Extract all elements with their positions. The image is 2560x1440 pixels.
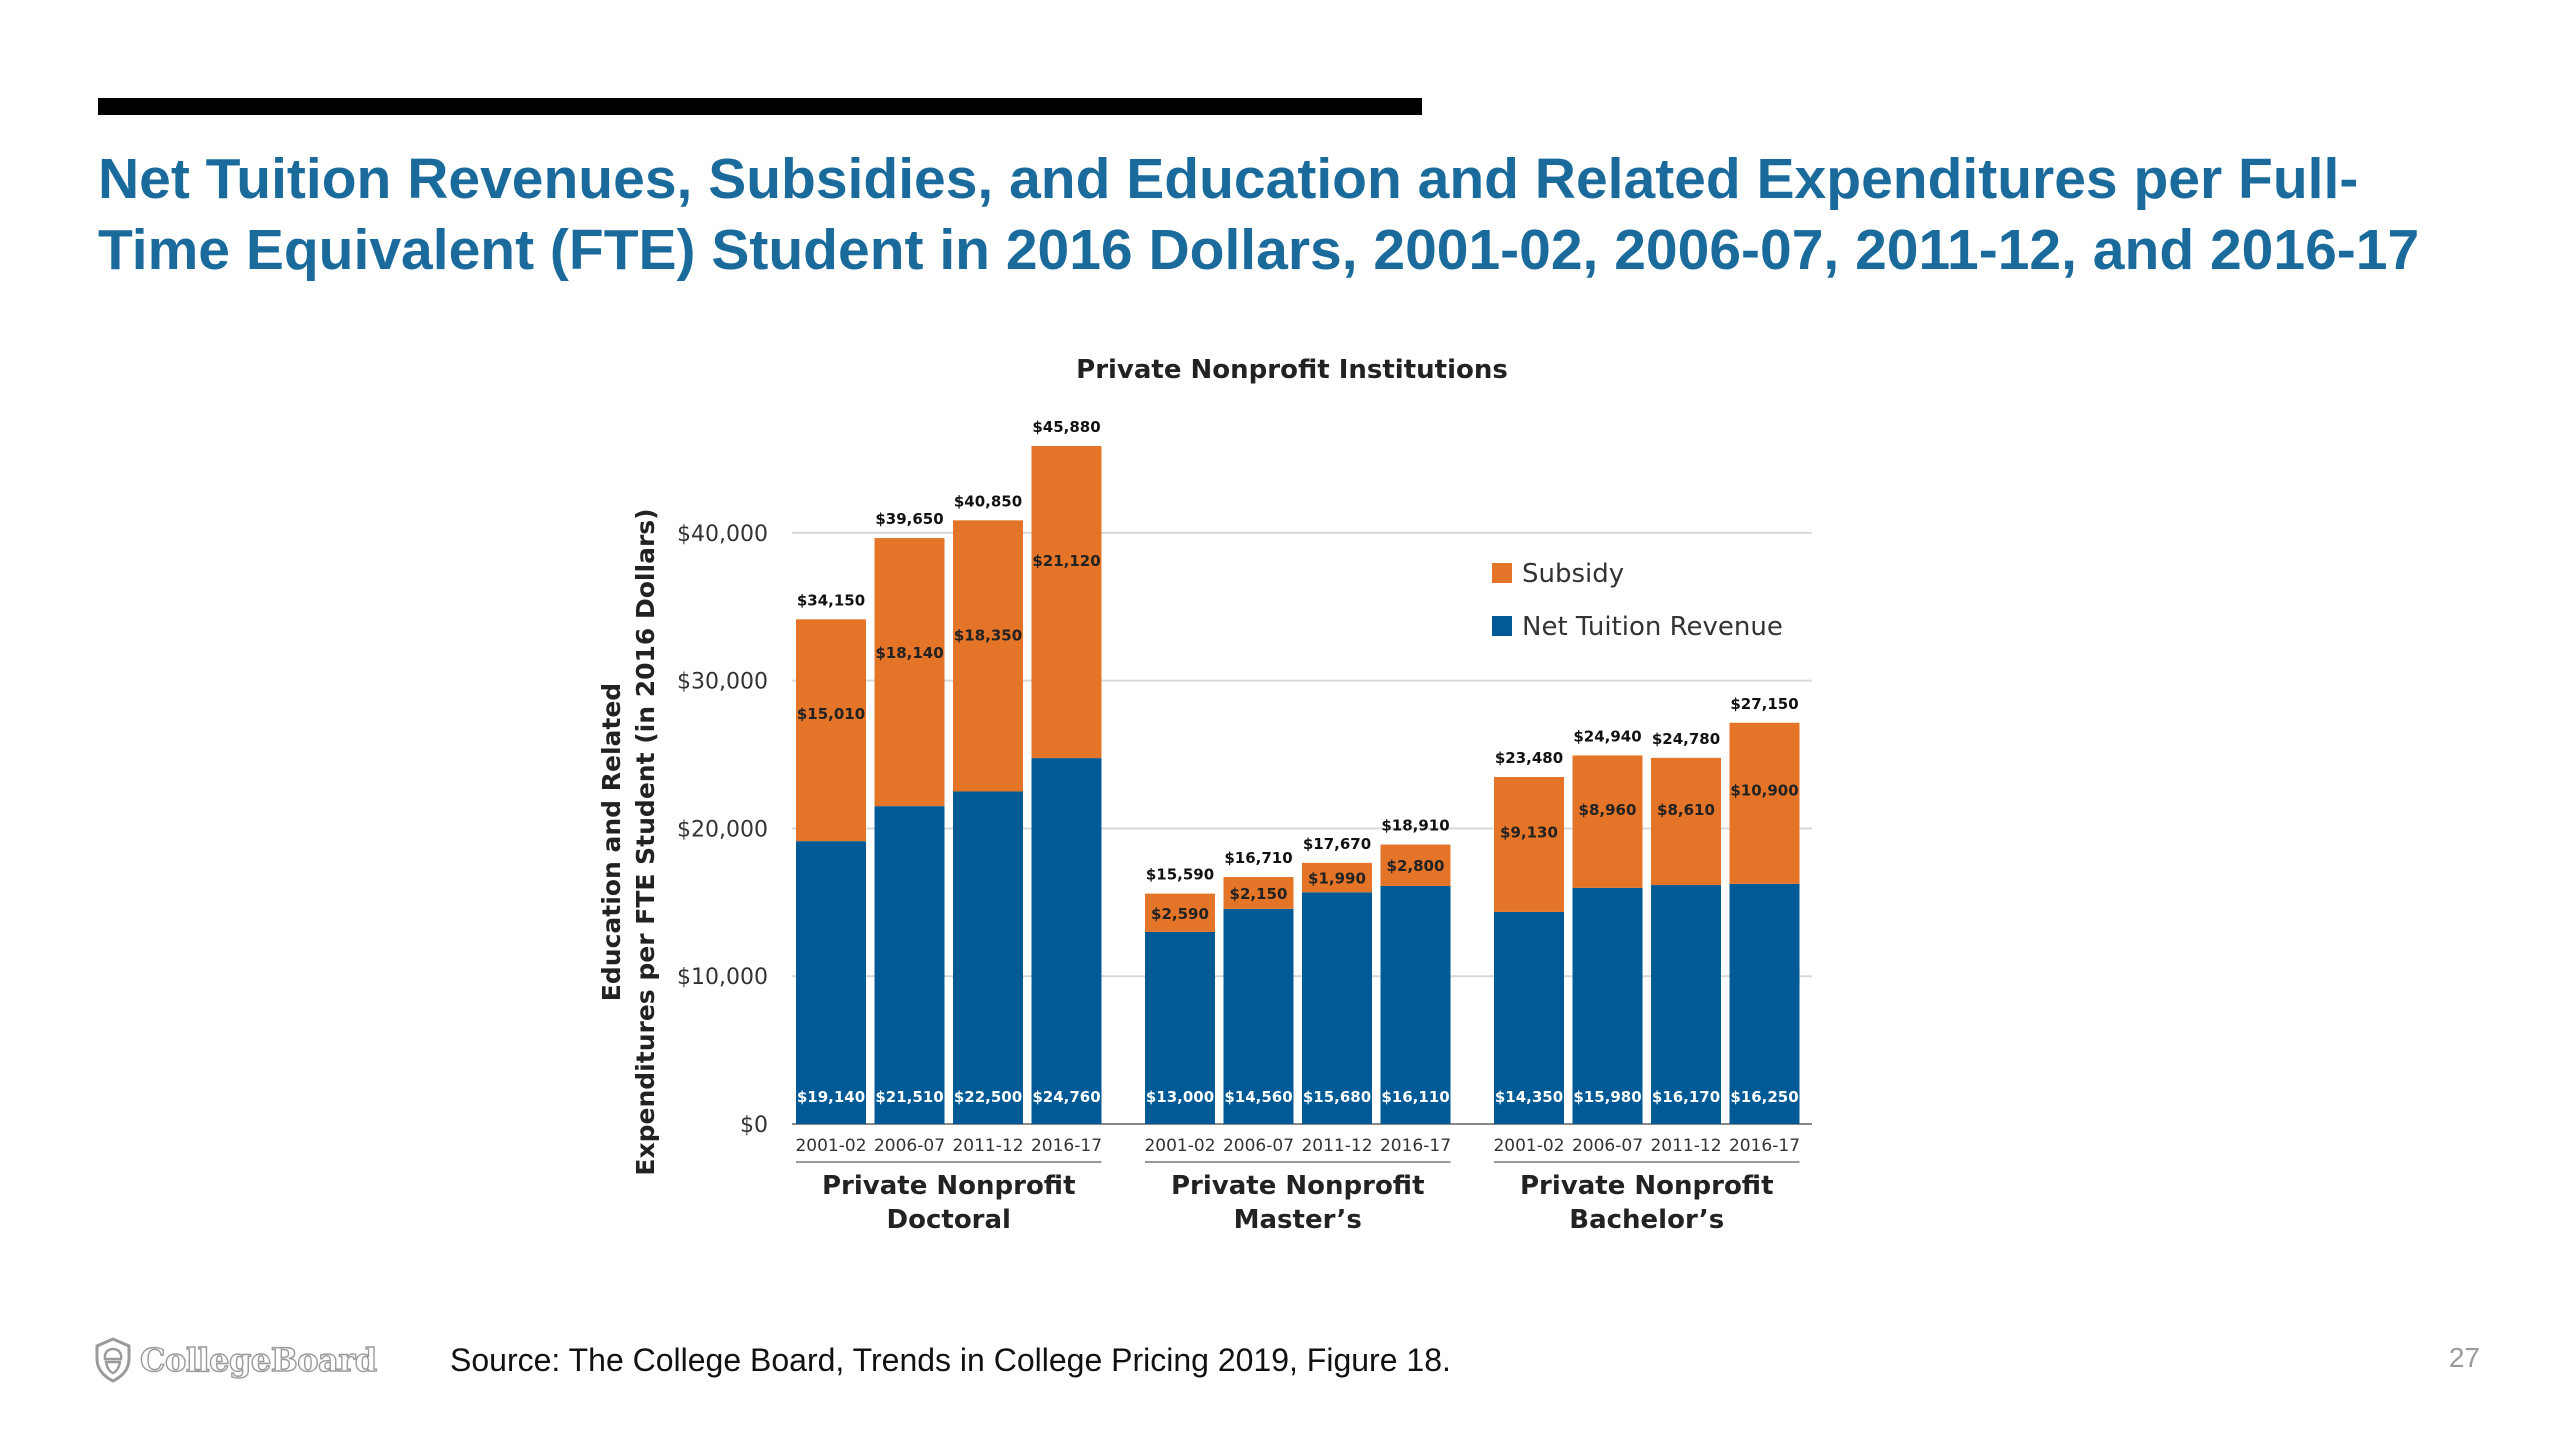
subsidy-label: $18,350 bbox=[954, 626, 1022, 644]
total-label: $15,590 bbox=[1146, 866, 1214, 884]
net-tuition-label: $14,350 bbox=[1495, 1088, 1563, 1106]
collegeboard-logo: CollegeBoard bbox=[94, 1336, 378, 1384]
subsidy-bar bbox=[1031, 446, 1102, 759]
subsidy-label: $8,610 bbox=[1657, 801, 1715, 819]
group-label-line-1: Private Nonprofit bbox=[1171, 1171, 1425, 1201]
net-tuition-bar bbox=[1145, 931, 1215, 1124]
x-tick-label: 2016-17 bbox=[1380, 1136, 1451, 1156]
subsidy-label: $15,010 bbox=[797, 705, 865, 723]
x-tick-label: 2001-02 bbox=[1493, 1136, 1564, 1156]
x-tick-label: 2016-17 bbox=[1031, 1136, 1102, 1156]
net-tuition-bar bbox=[1302, 892, 1372, 1124]
net-tuition-label: $16,250 bbox=[1730, 1088, 1798, 1106]
group-label-line-1: Private Nonprofit bbox=[1520, 1171, 1774, 1201]
subsidy-label: $2,800 bbox=[1387, 857, 1445, 875]
subsidy-label: $1,990 bbox=[1308, 870, 1366, 888]
total-label: $16,710 bbox=[1224, 849, 1292, 867]
x-tick-label: 2011-12 bbox=[1650, 1136, 1721, 1156]
subsidy-bar bbox=[1651, 757, 1721, 886]
total-label: $24,780 bbox=[1652, 730, 1720, 748]
y-tick-label: $0 bbox=[740, 1113, 768, 1138]
net-tuition-label: $19,140 bbox=[797, 1088, 865, 1106]
net-tuition-bar bbox=[1031, 758, 1102, 1124]
net-tuition-bar bbox=[953, 791, 1023, 1124]
y-tick-label: $40,000 bbox=[677, 522, 768, 547]
net-tuition-label: $14,560 bbox=[1224, 1088, 1292, 1106]
subsidy-bar bbox=[796, 619, 866, 842]
subsidy-bar bbox=[1145, 893, 1215, 932]
page-number: 27 bbox=[2448, 1342, 2480, 1373]
x-tick-label: 2006-07 bbox=[874, 1136, 945, 1156]
subsidy-bar bbox=[1572, 755, 1643, 888]
legend-label: Subsidy bbox=[1522, 559, 1624, 589]
group-label-line-1: Private Nonprofit bbox=[822, 1171, 1076, 1201]
group-label-line-2: Doctoral bbox=[887, 1205, 1011, 1235]
total-label: $17,670 bbox=[1303, 835, 1371, 853]
legend-label: Net Tuition Revenue bbox=[1522, 612, 1783, 642]
net-tuition-bar bbox=[1223, 908, 1294, 1124]
subsidy-label: $9,130 bbox=[1500, 824, 1558, 842]
net-tuition-label: $13,000 bbox=[1146, 1088, 1214, 1106]
total-label: $27,150 bbox=[1730, 695, 1798, 713]
total-label: $45,880 bbox=[1032, 418, 1100, 436]
x-tick-label: 2001-02 bbox=[795, 1136, 866, 1156]
total-label: $34,150 bbox=[797, 591, 865, 609]
top-rule bbox=[98, 98, 1422, 115]
subsidy-label: $18,140 bbox=[875, 644, 943, 662]
subsidy-bar bbox=[1223, 877, 1294, 909]
total-label: $24,940 bbox=[1573, 727, 1641, 745]
x-tick-label: 2016-17 bbox=[1729, 1136, 1800, 1156]
subsidy-label: $2,150 bbox=[1230, 885, 1288, 903]
net-tuition-bar bbox=[1729, 883, 1800, 1124]
net-tuition-label: $21,510 bbox=[875, 1088, 943, 1106]
y-tick-label: $30,000 bbox=[677, 670, 768, 695]
subsidy-label: $10,900 bbox=[1730, 781, 1798, 799]
x-tick-label: 2011-12 bbox=[1301, 1136, 1372, 1156]
logo-text: CollegeBoard bbox=[139, 1340, 377, 1379]
subsidy-bar bbox=[1729, 722, 1800, 884]
x-tick-label: 2011-12 bbox=[952, 1136, 1023, 1156]
net-tuition-bar bbox=[1572, 887, 1643, 1124]
subsidy-bar bbox=[874, 538, 945, 807]
total-label: $18,910 bbox=[1381, 817, 1449, 835]
y-axis-title-line-2: Expenditures per FTE Student (in 2016 Do… bbox=[631, 508, 660, 1175]
net-tuition-label: $16,110 bbox=[1381, 1088, 1449, 1106]
y-tick-label: $10,000 bbox=[677, 965, 768, 990]
total-label: $23,480 bbox=[1495, 749, 1563, 767]
legend-swatch bbox=[1492, 616, 1512, 636]
total-label: $39,650 bbox=[875, 510, 943, 528]
net-tuition-bar bbox=[796, 841, 866, 1124]
subsidy-bar bbox=[1380, 844, 1451, 886]
source-note: Source: The College Board, Trends in Col… bbox=[450, 1342, 1451, 1378]
subsidy-bar bbox=[1494, 777, 1564, 912]
total-label: $40,850 bbox=[954, 492, 1022, 510]
y-axis-title-line-1: Education and Related bbox=[597, 683, 626, 1001]
subsidy-label: $21,120 bbox=[1032, 552, 1100, 570]
net-tuition-bar bbox=[1380, 885, 1451, 1124]
chart-title: Private Nonprofit Institutions bbox=[1076, 355, 1508, 385]
y-tick-label: $20,000 bbox=[677, 817, 768, 842]
subsidy-bar bbox=[953, 520, 1023, 792]
group-label-line-2: Bachelor’s bbox=[1569, 1205, 1724, 1235]
net-tuition-label: $15,980 bbox=[1573, 1088, 1641, 1106]
x-tick-label: 2006-07 bbox=[1223, 1136, 1294, 1156]
x-tick-label: 2001-02 bbox=[1144, 1136, 1215, 1156]
legend-swatch bbox=[1492, 563, 1512, 583]
net-tuition-bar bbox=[1651, 885, 1721, 1124]
net-tuition-bar bbox=[874, 806, 945, 1124]
net-tuition-bar bbox=[1494, 911, 1564, 1124]
acorn-shield-icon bbox=[95, 1337, 131, 1383]
slide-title: Net Tuition Revenues, Subsidies, and Edu… bbox=[98, 147, 2420, 282]
group-label-line-2: Master’s bbox=[1234, 1205, 1362, 1235]
subsidy-label: $8,960 bbox=[1579, 801, 1637, 819]
x-tick-label: 2006-07 bbox=[1572, 1136, 1643, 1156]
net-tuition-label: $15,680 bbox=[1303, 1088, 1371, 1106]
net-tuition-label: $24,760 bbox=[1032, 1088, 1100, 1106]
net-tuition-label: $22,500 bbox=[954, 1088, 1022, 1106]
net-tuition-label: $16,170 bbox=[1652, 1088, 1720, 1106]
subsidy-label: $2,590 bbox=[1151, 905, 1209, 923]
subsidy-bar bbox=[1302, 862, 1372, 893]
